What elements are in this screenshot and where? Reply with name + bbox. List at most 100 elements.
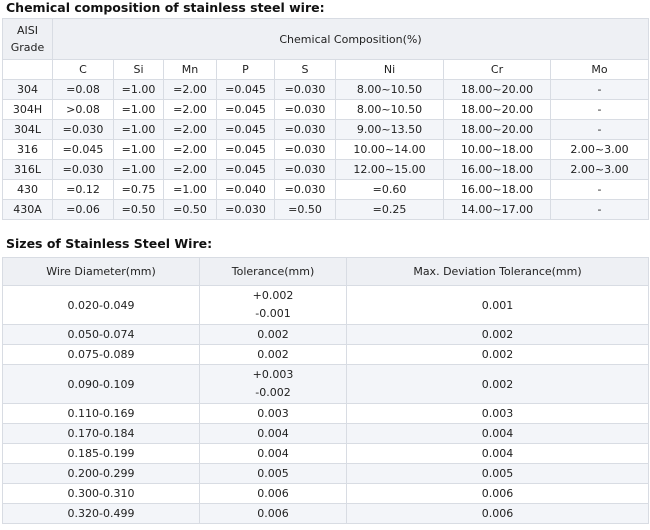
sizes-heading: Sizes of Stainless Steel Wire: (6, 236, 213, 251)
composition-cell: 14.00~17.00 (443, 199, 551, 220)
table-row: 0.050-0.074 0.002 0.002 (2, 324, 649, 345)
chemical-composition-group-header: Chemical Composition(%) (51, 18, 650, 60)
composition-cell: 10.00~18.00 (443, 139, 551, 160)
composition-cell: =0.045 (216, 119, 275, 140)
tolerance-cell: +0.003 -0.002 (199, 364, 347, 404)
max-deviation-cell: 0.006 (346, 483, 649, 504)
tolerance-value: +0.002 (252, 289, 294, 302)
grade-cell: 304L (2, 119, 53, 140)
diameter-cell: 0.200-0.299 (2, 463, 200, 484)
composition-cell: =0.60 (335, 179, 444, 200)
composition-cell: 8.00~10.50 (335, 99, 444, 120)
composition-cell: =0.030 (52, 159, 114, 180)
composition-cell: =0.08 (52, 79, 114, 100)
diameter-cell: 0.170-0.184 (2, 423, 200, 444)
composition-cell: 12.00~15.00 (335, 159, 444, 180)
diameter-cell: 0.075-0.089 (2, 344, 200, 365)
tolerance-cell: 0.002 (199, 324, 347, 345)
tolerance-cell: 0.006 (199, 503, 347, 524)
element-column-header: C (52, 59, 114, 80)
element-column-header: Mo (549, 59, 650, 80)
composition-cell: 16.00~18.00 (443, 179, 551, 200)
composition-cell: =2.00 (163, 119, 217, 140)
composition-cell: =0.06 (52, 199, 114, 220)
composition-cell: 18.00~20.00 (443, 119, 551, 140)
diameter-cell: 0.050-0.074 (2, 324, 200, 345)
tolerance-cell: 0.003 (199, 403, 347, 424)
table-row: 0.300-0.310 0.006 0.006 (2, 483, 649, 504)
table-row: 316L =0.030 =1.00 =2.00 =0.045 =0.030 12.00~15… (2, 159, 650, 180)
composition-cell: =1.00 (113, 79, 164, 100)
max-deviation-cell: 0.003 (346, 403, 649, 424)
grade-cell: 304 (2, 79, 53, 100)
composition-cell: =1.00 (113, 119, 164, 140)
composition-cell: =0.030 (274, 159, 336, 180)
table-row: 0.200-0.299 0.005 0.005 (2, 463, 649, 484)
chemical-composition-table: AISI Grade Chemical Composition(%) C Si Mn… (2, 18, 650, 220)
table-row: 0.020-0.049 +0.002 -0.001 0.001 (2, 285, 649, 325)
composition-cell: =0.12 (52, 179, 114, 200)
table-row: 0.320-0.499 0.006 0.006 (2, 503, 649, 524)
composition-cell: 16.00~18.00 (443, 159, 551, 180)
table-row: 0.075-0.089 0.002 0.002 (2, 344, 649, 365)
tolerance-cell: 0.006 (199, 483, 347, 504)
diameter-cell: 0.185-0.199 (2, 443, 200, 464)
grade-header-line1: AISI (17, 24, 38, 37)
tolerance-value: -0.001 (255, 307, 291, 320)
blank-header-cell (2, 59, 53, 80)
wire-sizes-table: Wire Diameter(mm) Tolerance(mm) Max. Devia… (2, 257, 649, 524)
composition-cell: =1.00 (113, 99, 164, 120)
composition-cell: =0.50 (163, 199, 217, 220)
table-row: 304 =0.08 =1.00 =2.00 =0.045 =0.030 8.00~10.50… (2, 79, 650, 100)
tolerance-cell: 0.004 (199, 423, 347, 444)
diameter-cell: 0.090-0.109 (2, 364, 200, 404)
composition-cell: =0.045 (216, 79, 275, 100)
composition-cell: =0.030 (274, 119, 336, 140)
composition-cell: =0.045 (216, 139, 275, 160)
composition-cell: 2.00~3.00 (549, 139, 650, 160)
composition-cell: 9.00~13.50 (335, 119, 444, 140)
composition-cell: =1.00 (113, 139, 164, 160)
diameter-cell: 0.320-0.499 (2, 503, 200, 524)
max-deviation-cell: 0.001 (346, 285, 649, 325)
composition-cell: 18.00~20.00 (443, 99, 551, 120)
diameter-cell: 0.300-0.310 (2, 483, 200, 504)
composition-cell: - (549, 79, 650, 100)
max-deviation-cell: 0.002 (346, 364, 649, 404)
composition-cell: =0.030 (52, 119, 114, 140)
composition-cell: =1.00 (113, 159, 164, 180)
composition-cell: =2.00 (163, 79, 217, 100)
size-column-header: Tolerance(mm) (199, 257, 347, 286)
composition-cell: =0.045 (216, 159, 275, 180)
tolerance-value: 0.004 (257, 427, 289, 440)
composition-cell: 2.00~3.00 (549, 159, 650, 180)
size-column-header: Wire Diameter(mm) (2, 257, 200, 286)
composition-cell: - (549, 199, 650, 220)
composition-cell: =0.030 (274, 139, 336, 160)
max-deviation-cell: 0.004 (346, 443, 649, 464)
max-deviation-cell: 0.005 (346, 463, 649, 484)
table-row: 0.110-0.169 0.003 0.003 (2, 403, 649, 424)
max-deviation-cell: 0.002 (346, 324, 649, 345)
tolerance-value: 0.004 (257, 447, 289, 460)
composition-cell: =0.045 (216, 99, 275, 120)
composition-cell: =0.030 (274, 179, 336, 200)
composition-cell: - (549, 119, 650, 140)
table-row: 430A =0.06 =0.50 =0.50 =0.030 =0.50 =0.25 14.00… (2, 199, 650, 220)
composition-cell: =0.040 (216, 179, 275, 200)
table-row: 430 =0.12 =0.75 =1.00 =0.040 =0.030 =0.60 16.00… (2, 179, 650, 200)
tolerance-cell: +0.002 -0.001 (199, 285, 347, 325)
diameter-cell: 0.110-0.169 (2, 403, 200, 424)
diameter-cell: 0.020-0.049 (2, 285, 200, 325)
composition-cell: 10.00~14.00 (335, 139, 444, 160)
grade-cell: 430A (2, 199, 53, 220)
tolerance-cell: 0.004 (199, 443, 347, 464)
composition-cell: 18.00~20.00 (443, 79, 551, 100)
composition-cell: =2.00 (163, 99, 217, 120)
element-column-header: Cr (443, 59, 551, 80)
grade-cell: 304H (2, 99, 53, 120)
chemical-composition-heading: Chemical composition of stainless steel … (6, 0, 325, 15)
composition-cell: =0.25 (335, 199, 444, 220)
tolerance-value: -0.002 (255, 386, 291, 399)
composition-cell: =2.00 (163, 159, 217, 180)
